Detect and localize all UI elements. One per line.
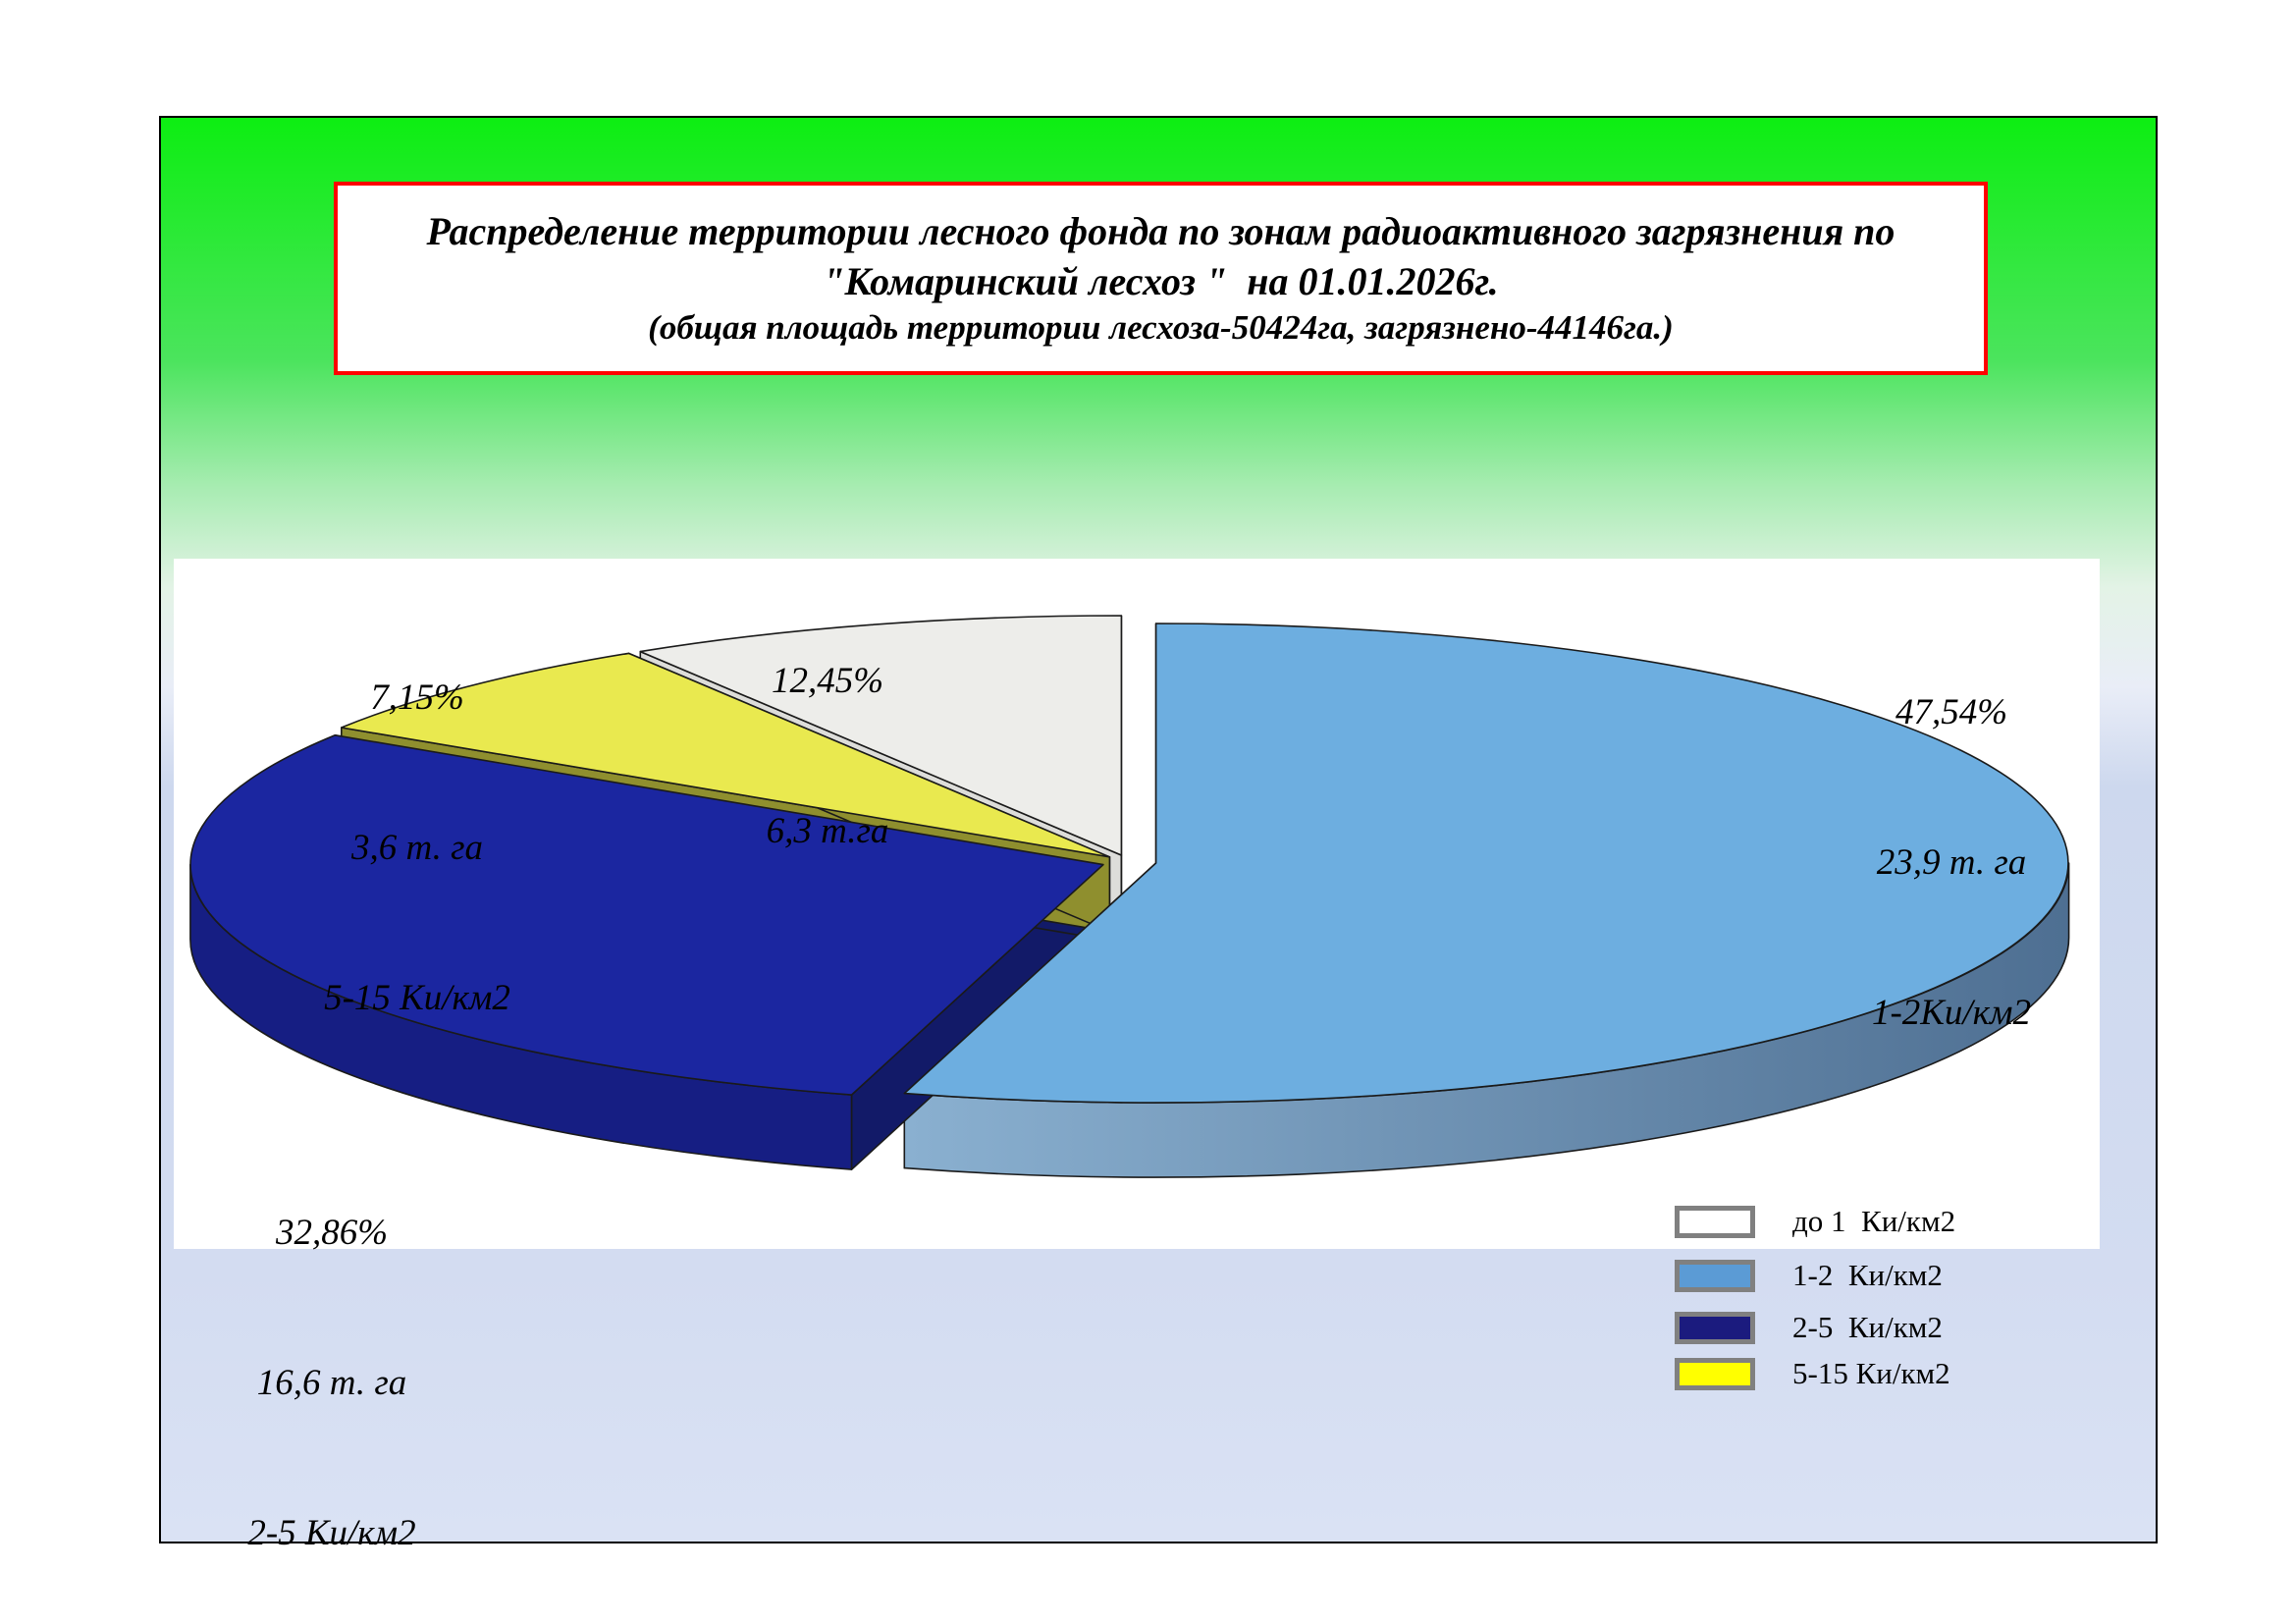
label-area: 3,6 т. га [350,828,484,868]
chart-title-line2: "Комаринский лесхоз " на 01.01.2026г. [823,259,1499,304]
label-zone: 5-15 Ки/км2 [324,978,510,1018]
chart-title-subtitle: (общая площадь территории лесхоза-50424г… [648,308,1674,348]
chart-title-box: Распределение территории лесного фонда п… [334,182,1988,375]
label-slice-do1: 12,45% 6,3 т.га [767,556,889,956]
legend-item-2-5: 2-5 Ки/км2 [1675,1308,1943,1347]
legend-swatch-1-2 [1675,1259,1755,1292]
legend-label: 5-15 Ки/км2 [1792,1356,1950,1390]
label-area: 23,9 т. га [1876,842,2027,883]
legend-item-5-15: 5-15 Ки/км2 [1675,1354,1950,1393]
legend-swatch-do1 [1675,1205,1755,1238]
label-percent: 47,54% [1895,692,2008,732]
label-zone: 1-2Ки/км2 [1871,993,2032,1033]
legend-swatch-5-15 [1675,1357,1755,1390]
label-slice-1-2: 47,54% 23,9 т. га 1-2Ки/км2 [1872,587,2031,1138]
legend-label: 1-2 Ки/км2 [1792,1258,1943,1292]
label-percent: 7,15% [370,677,464,718]
label-slice-5-15: 7,15% 3,6 т. га 5-15 Ки/км2 [324,572,510,1123]
chart-title-line1: Распределение территории лесного фонда п… [426,208,1896,253]
legend-label: 2-5 Ки/км2 [1792,1310,1943,1344]
label-zone: 2-5 Ки/км2 [247,1513,416,1553]
legend-label: до 1 Ки/км2 [1792,1204,1956,1238]
label-percent: 12,45% [771,661,884,701]
legend-item-1-2: 1-2 Ки/км2 [1675,1256,1943,1295]
legend-item-do1: до 1 Ки/км2 [1675,1202,1955,1241]
legend-swatch-2-5 [1675,1311,1755,1344]
label-area: 16,6 т. га [256,1363,407,1403]
label-slice-2-5: 32,86% 16,6 т. га 2-5 Ки/км2 [247,1108,415,1624]
label-area: 6,3 т.га [766,811,889,851]
label-percent: 32,86% [275,1213,389,1253]
